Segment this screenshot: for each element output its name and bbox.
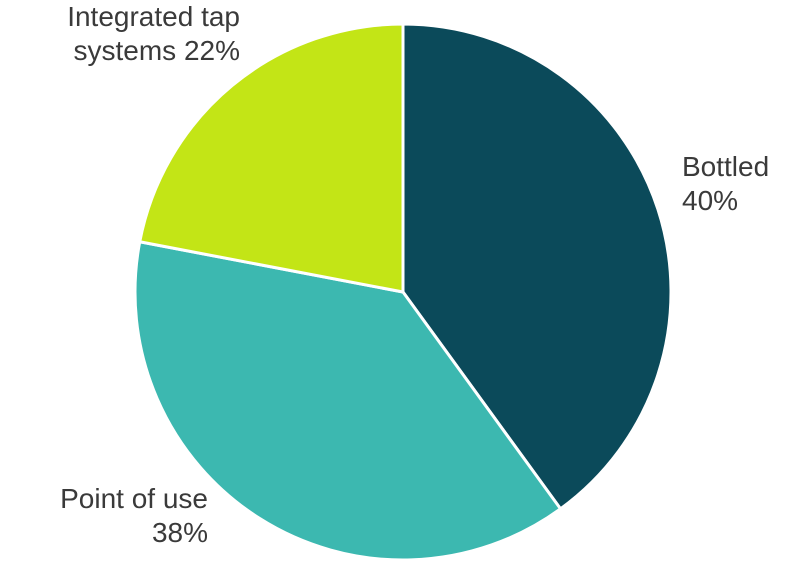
slice-label-pou-line2: 38% — [151, 517, 208, 548]
slice-label-bottled-line2: 40% — [682, 185, 739, 216]
slice-label-pou-line1: Point of use — [60, 483, 208, 514]
pie-slice-point-of-use — [133, 240, 563, 562]
slice-label-point-of-use: Point of use 38% — [0, 482, 208, 550]
slice-label-integrated-line1: Integrated tap — [67, 1, 240, 32]
slice-label-bottled: Bottled 40% — [682, 150, 769, 218]
pie-slices — [133, 22, 673, 562]
pie-slice-bottled — [401, 22, 673, 511]
slice-label-integrated-tap-systems: Integrated tap systems 22% — [0, 0, 240, 68]
slice-label-bottled-line1: Bottled — [682, 151, 770, 182]
slice-label-integrated-line2: systems 22% — [73, 35, 241, 66]
pie-slice-integrated-tap-systems — [138, 22, 405, 294]
